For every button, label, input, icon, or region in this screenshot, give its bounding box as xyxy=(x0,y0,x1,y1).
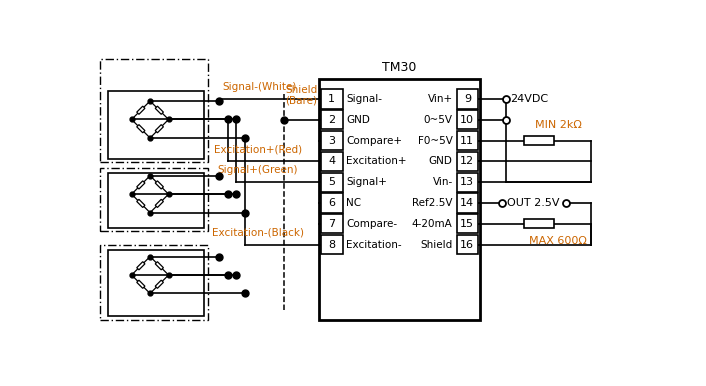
Text: 0~5V: 0~5V xyxy=(424,115,453,125)
Text: 24VDC: 24VDC xyxy=(510,94,549,104)
Text: 12: 12 xyxy=(460,156,474,166)
Bar xyxy=(108,173,204,228)
Text: GND: GND xyxy=(347,115,371,125)
Text: 1: 1 xyxy=(328,94,335,104)
Bar xyxy=(108,250,204,316)
Bar xyxy=(321,110,342,129)
Text: Shield: Shield xyxy=(421,240,453,250)
Polygon shape xyxy=(137,181,145,189)
Bar xyxy=(457,214,478,234)
Text: 5: 5 xyxy=(328,177,335,187)
Text: 9: 9 xyxy=(464,94,471,104)
Bar xyxy=(457,110,478,129)
Text: Signal-: Signal- xyxy=(347,94,383,104)
Polygon shape xyxy=(155,106,163,114)
Text: Excitation-(Black): Excitation-(Black) xyxy=(212,228,304,238)
Polygon shape xyxy=(155,125,163,133)
Text: 14: 14 xyxy=(460,198,474,208)
Bar xyxy=(457,193,478,213)
Text: Excitation+: Excitation+ xyxy=(347,156,407,166)
Bar xyxy=(321,235,342,254)
Text: TM30: TM30 xyxy=(383,61,417,74)
Text: 7: 7 xyxy=(328,219,335,229)
Text: OUT 2.5V: OUT 2.5V xyxy=(507,198,559,208)
Polygon shape xyxy=(155,181,163,189)
Text: 11: 11 xyxy=(460,135,474,146)
Polygon shape xyxy=(137,280,145,288)
Text: 4: 4 xyxy=(328,156,335,166)
Text: Compare+: Compare+ xyxy=(347,135,402,146)
Text: F0~5V: F0~5V xyxy=(418,135,453,146)
Bar xyxy=(320,79,479,320)
Polygon shape xyxy=(137,125,145,133)
Text: 16: 16 xyxy=(460,240,474,250)
Text: Vin+: Vin+ xyxy=(428,94,453,104)
Text: 15: 15 xyxy=(460,219,474,229)
Polygon shape xyxy=(155,262,163,270)
Bar xyxy=(457,235,478,254)
Text: Vin-: Vin- xyxy=(433,177,453,187)
Bar xyxy=(457,152,478,171)
Text: 4-20mA: 4-20mA xyxy=(412,219,453,229)
Text: GND: GND xyxy=(429,156,453,166)
Text: Compare-: Compare- xyxy=(347,219,397,229)
Bar xyxy=(524,136,554,145)
Bar xyxy=(457,90,478,109)
Text: Excitation+(Red): Excitation+(Red) xyxy=(214,144,302,154)
Text: 6: 6 xyxy=(328,198,335,208)
Text: 8: 8 xyxy=(328,240,335,250)
Bar xyxy=(100,168,208,231)
Bar xyxy=(524,219,554,229)
Text: 10: 10 xyxy=(460,115,474,125)
Bar xyxy=(321,90,342,109)
Bar xyxy=(457,131,478,150)
Bar xyxy=(321,214,342,234)
Text: Shield
(Bare): Shield (Bare) xyxy=(286,85,318,106)
Bar xyxy=(108,91,204,159)
Text: Ref2.5V: Ref2.5V xyxy=(412,198,453,208)
Text: Signal-(White): Signal-(White) xyxy=(222,82,297,92)
Bar xyxy=(457,173,478,192)
Bar xyxy=(321,152,342,171)
Text: 3: 3 xyxy=(328,135,335,146)
Bar xyxy=(100,245,208,320)
Polygon shape xyxy=(155,199,163,208)
Bar xyxy=(321,131,342,150)
Polygon shape xyxy=(155,280,163,288)
Bar xyxy=(321,193,342,213)
Text: NC: NC xyxy=(347,198,361,208)
Polygon shape xyxy=(137,199,145,208)
Text: Signal+: Signal+ xyxy=(347,177,388,187)
Text: MAX 600Ω: MAX 600Ω xyxy=(530,236,587,246)
Text: MIN 2kΩ: MIN 2kΩ xyxy=(534,120,582,130)
Text: 13: 13 xyxy=(460,177,474,187)
Polygon shape xyxy=(137,262,145,270)
Bar xyxy=(100,59,208,162)
Text: Excitation-: Excitation- xyxy=(347,240,402,250)
Polygon shape xyxy=(137,106,145,114)
Bar xyxy=(321,173,342,192)
Text: 2: 2 xyxy=(328,115,335,125)
Text: Signal+(Green): Signal+(Green) xyxy=(217,165,298,175)
